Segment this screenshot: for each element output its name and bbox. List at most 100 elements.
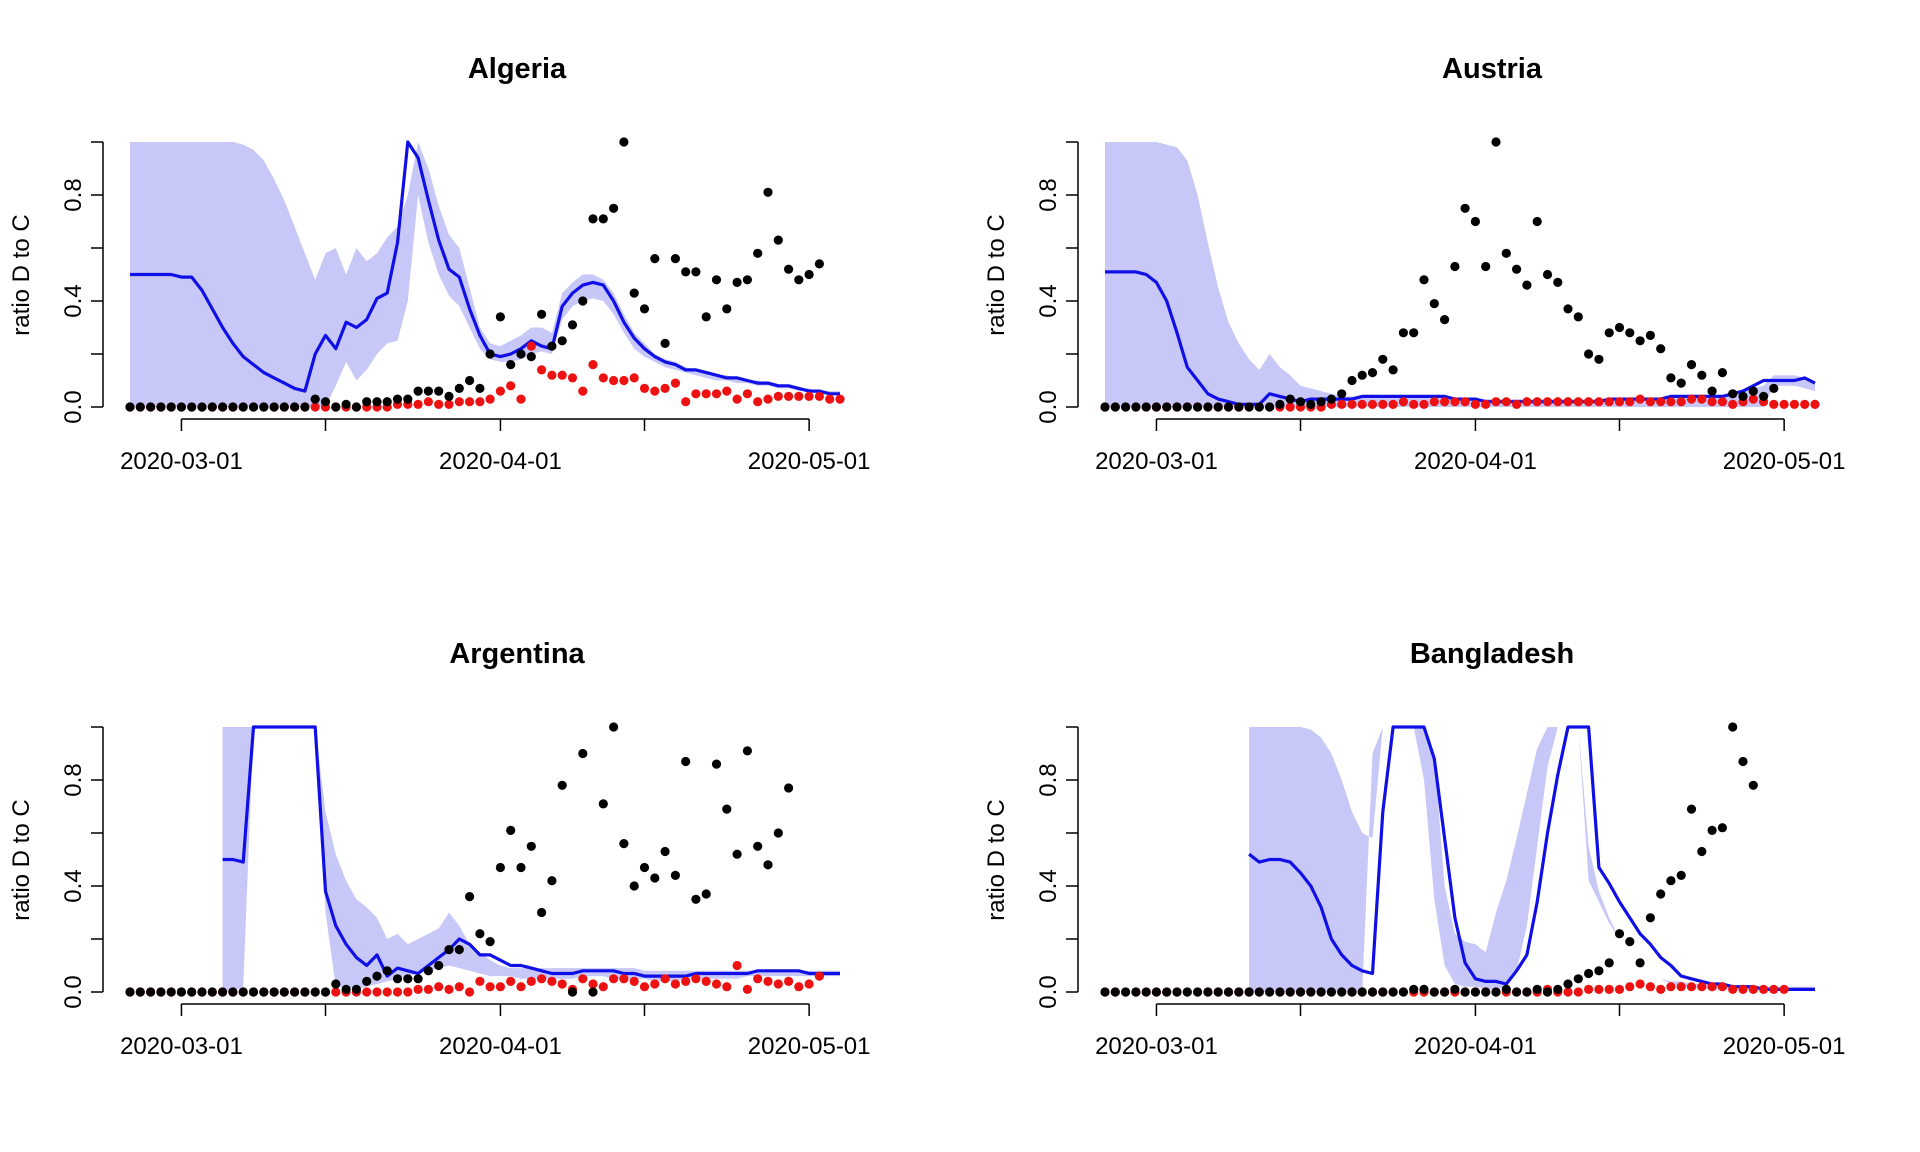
observed-point [392,974,403,984]
estimated-point [742,984,753,995]
estimated-point [454,982,464,992]
y-tick-label: 0.0 [60,390,87,423]
observed-point [1316,397,1326,407]
estimated-point [784,976,794,987]
estimated-point [1676,982,1686,992]
confidence-band-layer [130,142,840,407]
observed-point [1501,248,1511,258]
estimated-point [1409,399,1419,409]
estimated-point [557,979,567,989]
estimated-point [578,974,588,984]
estimated-point [1563,397,1573,407]
observed-point [331,402,341,412]
observed-point [1553,984,1563,995]
observed-point [1717,368,1727,378]
observed-point [629,881,639,891]
observed-point [434,386,444,396]
observed-point [135,402,145,412]
observed-point [1295,397,1306,407]
observed-point [547,876,557,886]
observed-point [372,971,382,981]
observed-point [465,375,475,386]
observed-point [1563,979,1573,989]
observed-point [434,960,444,971]
observed-point [495,862,505,873]
y-tick-label: 0.4 [1035,284,1062,317]
observed-point [1697,370,1707,380]
observed-point [1522,280,1532,290]
observed-point [1203,987,1213,997]
estimated-point [1532,397,1542,407]
estimated-point [1285,402,1295,412]
y-tick-label: 0.8 [60,763,87,796]
observed-point [1213,402,1223,412]
observed-point [382,966,392,976]
observed-point [1265,987,1275,997]
observed-point [1285,394,1295,404]
observed-point [310,394,320,404]
estimated-point [578,386,588,396]
estimated-point [1563,987,1573,997]
observed-point [1573,312,1583,322]
confidence-band [1105,142,1815,407]
observed-point [639,304,650,314]
observed-point [804,269,814,280]
estimated-point [753,974,763,984]
confidence-band-layer [1249,727,1815,992]
observed-point [753,248,763,258]
observed-point [1470,216,1480,227]
x-tick-label: 2020-03-01 [1095,1033,1218,1060]
observed-point [784,264,794,274]
observed-point [1100,402,1110,412]
y-tick-label: 0.4 [60,284,87,317]
observed-point [1326,987,1336,997]
estimated-point [1625,397,1635,407]
estimated-point [1748,984,1758,995]
estimated-point [331,987,341,997]
observed-point [187,402,197,412]
observed-point [1367,368,1378,378]
estimated-point [763,394,773,404]
observed-point [742,275,753,285]
observed-point [392,394,403,404]
observed-point [1707,386,1717,396]
observed-point [1419,275,1429,285]
observed-point [146,987,156,997]
estimated-point [814,391,825,401]
estimate-line [130,140,840,396]
observed-point [1656,344,1666,354]
observed-point [537,907,547,918]
estimated-point [1594,984,1604,995]
estimated-point [516,394,526,404]
observed-point [1748,386,1758,396]
observed-point [218,402,228,412]
observed-point [290,987,300,997]
estimated-point [465,987,475,997]
estimated-point [454,397,464,407]
estimated-point [650,979,660,989]
estimated-point [1440,397,1450,407]
observed-point [1553,277,1563,287]
observed-point [1121,402,1131,412]
estimated-point [1717,397,1727,407]
estimated-point [1367,399,1378,409]
estimated-point [557,370,567,380]
observed-point [609,203,619,213]
observed-point [176,402,186,412]
observed-point [1337,987,1347,997]
observed-point [320,397,331,407]
observed-point [1357,370,1367,380]
observed-point [1491,987,1501,997]
observed-point [691,894,701,904]
observed-point [1625,937,1635,947]
plot-title: Algeria [468,53,567,85]
estimated-point [1388,399,1398,409]
observed-point [1604,328,1614,338]
observed-point [1398,328,1408,338]
observed-point [1460,987,1470,997]
estimated-point [1769,399,1779,409]
observed-point [166,987,176,997]
observed-point [753,841,763,851]
